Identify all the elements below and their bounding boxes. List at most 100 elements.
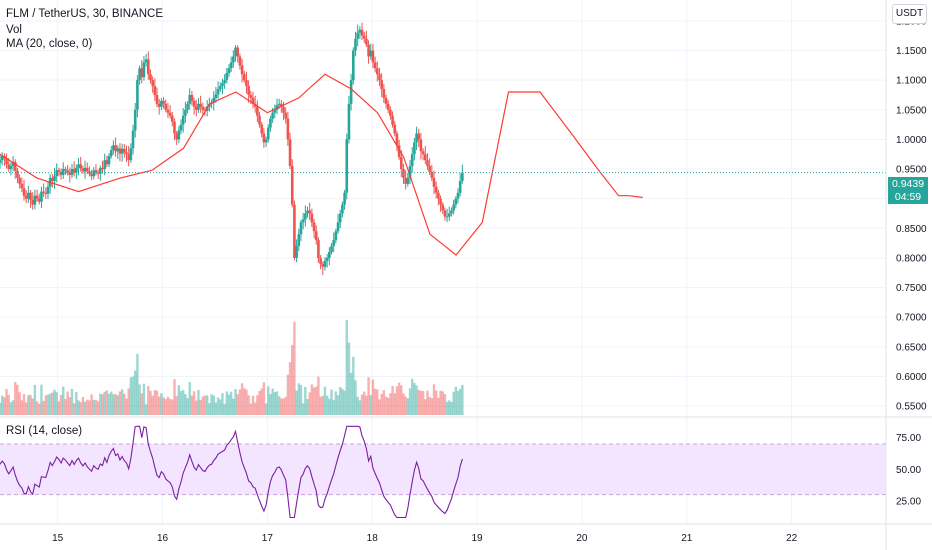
volume-bar <box>57 401 61 415</box>
candle-body <box>249 94 253 98</box>
volume-bar <box>92 399 95 415</box>
candle-body <box>428 166 431 172</box>
candle-body <box>103 160 106 170</box>
candle-body <box>120 148 124 154</box>
volume-bar <box>400 385 403 415</box>
bar-countdown: 04:59 <box>894 191 922 203</box>
candle-body <box>53 176 56 181</box>
rsi-legend[interactable]: RSI (14, close) <box>6 425 83 437</box>
volume-bar <box>212 395 215 415</box>
candle-body <box>312 222 316 232</box>
volume-bar <box>18 392 21 415</box>
candle-body <box>421 151 425 155</box>
ma-legend[interactable]: MA (20, close, 0) <box>6 38 93 50</box>
volume-bar <box>46 394 50 415</box>
candle-body <box>375 68 379 75</box>
volume-bar <box>151 395 154 415</box>
currency-button[interactable]: USDT <box>892 4 927 24</box>
candle-body <box>214 94 218 98</box>
price-axis[interactable]: 1.20001.15001.10001.05001.00000.95000.90… <box>896 16 927 412</box>
candle-body <box>112 145 115 151</box>
volume-bar <box>371 379 375 415</box>
candle-body <box>367 44 370 57</box>
candle-body <box>432 177 436 187</box>
volume-bar <box>27 395 30 415</box>
volume-bar <box>66 391 69 415</box>
symbol-title[interactable]: FLM / TetherUS, 30, BINANCE <box>6 8 164 20</box>
volume-bar <box>249 403 253 415</box>
candle-body <box>397 145 401 158</box>
candle-body <box>277 103 281 106</box>
volume-bar <box>308 392 311 415</box>
symbol-legend[interactable]: FLM / TetherUS, 30, BINANCE <box>6 7 163 21</box>
volume-bar <box>155 390 159 415</box>
candle-body <box>321 263 325 267</box>
candle-body <box>140 68 144 78</box>
candle-body <box>157 103 161 107</box>
candle-body <box>99 167 102 174</box>
candle-body <box>221 83 224 87</box>
candle-body <box>170 115 174 122</box>
candle-body <box>439 198 442 205</box>
candle-body <box>271 112 274 119</box>
candle-body <box>341 204 344 214</box>
candle-body <box>138 68 141 81</box>
volume-bar <box>317 376 320 415</box>
candle-body <box>362 35 366 39</box>
volume-bar <box>9 402 13 415</box>
rsi-axis[interactable]: 75.00 50.00 25.00 <box>896 433 921 507</box>
candle-body <box>273 109 277 113</box>
time-tick-label: 16 <box>157 533 169 544</box>
volume-bar <box>210 394 213 415</box>
candle-body <box>42 191 45 193</box>
candle-body <box>162 100 165 104</box>
volume-bar <box>48 393 52 415</box>
candle-body <box>0 160 2 164</box>
candlesticks <box>0 22 464 275</box>
candle-body <box>5 158 8 165</box>
volume-bar <box>330 389 333 415</box>
candle-body <box>83 167 87 172</box>
volume-bar <box>59 394 63 415</box>
volume-bar <box>389 393 392 415</box>
volume-bar <box>101 394 104 415</box>
volume-bar <box>415 385 418 415</box>
volume-bar <box>262 382 266 415</box>
volume-bar <box>51 392 54 415</box>
volume-bar <box>22 394 26 415</box>
candle-body <box>57 170 61 172</box>
candle-body <box>391 115 394 125</box>
candle-body <box>382 89 386 98</box>
volume-bar <box>116 395 119 415</box>
volume-bar <box>79 402 82 415</box>
vol-legend[interactable]: Vol <box>6 24 22 36</box>
candle-body <box>40 191 43 202</box>
price-tick-label: 0.8500 <box>896 224 927 235</box>
candle-body <box>18 177 21 184</box>
candle-body <box>90 173 93 177</box>
candle-body <box>181 115 185 125</box>
candle-body <box>203 109 207 111</box>
volume-bar <box>441 391 444 415</box>
volume-bar <box>458 388 462 415</box>
candle-body <box>371 50 375 63</box>
volume-bar <box>177 385 181 415</box>
candle-body <box>247 86 250 95</box>
volume-bar <box>426 390 429 415</box>
last-price-tag: 0.9439 04:59 <box>888 177 928 204</box>
volume-bar <box>173 379 176 415</box>
volume-bar <box>273 392 276 415</box>
candle-body <box>286 118 290 140</box>
candle-body <box>356 32 359 39</box>
volume-bar <box>232 398 235 415</box>
time-axis[interactable]: 15 16 17 18 19 20 21 22 <box>52 533 798 544</box>
candle-body <box>127 154 130 161</box>
volume-bar <box>131 376 135 415</box>
volume-bar <box>269 394 272 415</box>
candle-body <box>68 172 72 175</box>
volume-bar <box>395 386 399 415</box>
candle-body <box>105 160 109 165</box>
candle-body <box>365 38 368 45</box>
candle-body <box>306 210 309 214</box>
